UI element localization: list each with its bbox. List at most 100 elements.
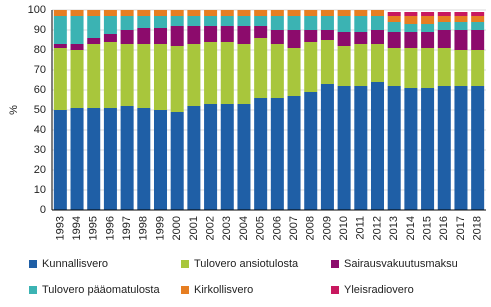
bar-segment (204, 10, 218, 16)
x-tick-label: 2015 (421, 216, 433, 240)
bar-segment (471, 16, 485, 22)
y-tick-label: 80 (34, 44, 46, 56)
y-tick-label: 90 (34, 24, 46, 36)
bar-segment (270, 10, 284, 16)
bar-segment (270, 16, 284, 30)
bar-segment (437, 22, 451, 30)
x-tick-label: 2017 (455, 216, 467, 240)
bar-segment (404, 16, 418, 24)
x-tick-label: 1994 (71, 216, 83, 240)
bar-segment (404, 88, 418, 210)
bar-segment (337, 86, 351, 210)
bar-segment (237, 26, 251, 44)
bar-segment (87, 10, 101, 16)
bar-segment (137, 10, 151, 16)
bar-segment (153, 44, 168, 110)
bar-segment (103, 42, 117, 108)
bar-segment (237, 10, 251, 16)
bar-segment (337, 46, 351, 86)
x-tick-label: 2014 (405, 216, 417, 240)
x-tick-label: 2013 (388, 216, 400, 240)
y-tick-label: 100 (28, 4, 46, 16)
bar-segment (120, 16, 134, 30)
bar-segment (387, 32, 401, 48)
x-tick-label: 1996 (104, 216, 116, 240)
bar-segment (320, 16, 334, 30)
x-tick-label: 2002 (204, 216, 216, 240)
bar-segment (471, 50, 485, 86)
bar-segment (170, 16, 184, 26)
bar-segment (454, 16, 468, 22)
legend-label: Tulovero ansiotulosta (194, 258, 299, 270)
bar-segment (170, 26, 184, 46)
bar-segment (103, 16, 117, 34)
bar-segment (337, 32, 351, 46)
bar-segment (53, 110, 67, 210)
bar-segment (370, 30, 385, 44)
bar-segment (287, 96, 301, 210)
bar-segment (220, 42, 234, 104)
bar-segment (187, 26, 201, 44)
bar-segment (304, 16, 318, 30)
bar-segment (120, 30, 134, 44)
bar-segment (153, 28, 168, 44)
y-tick-label: 70 (34, 64, 46, 76)
bar-segment (437, 48, 451, 86)
bar-segment (254, 38, 268, 98)
legend-label: Tulovero pääomatulosta (42, 284, 160, 296)
bar-segment (421, 48, 435, 88)
bar-segment (304, 30, 318, 42)
x-tick-label: 2010 (338, 216, 350, 240)
bar-segment (170, 10, 184, 16)
bar-segment (454, 30, 468, 50)
legend-swatch (331, 260, 339, 268)
bar-segment (454, 22, 468, 30)
bar-segment (220, 104, 234, 210)
bar-segment (454, 12, 468, 16)
bar-segment (187, 10, 201, 16)
bar-segment (421, 88, 435, 210)
bar-segment (87, 16, 101, 38)
x-tick-label: 2006 (271, 216, 283, 240)
bar-segment (320, 84, 334, 210)
bar-segment (370, 82, 385, 210)
y-tick-label: 30 (34, 144, 46, 156)
bar-segment (304, 42, 318, 92)
bar-segment (387, 16, 401, 22)
bar-segment (103, 108, 117, 210)
bar-segment (137, 108, 151, 210)
x-tick-label: 1997 (121, 216, 133, 240)
legend-swatch (29, 286, 37, 294)
x-tick-label: 2008 (305, 216, 317, 240)
legend-label: Sairausvakuutusmaksu (344, 258, 458, 270)
bar-segment (170, 112, 184, 210)
bar-segment (437, 30, 451, 48)
bar-segment (387, 12, 401, 16)
bar-segment (153, 16, 168, 28)
bar-segment (421, 32, 435, 48)
bar-segment (87, 44, 101, 108)
bar-segment (53, 48, 67, 110)
bar-segment (153, 10, 168, 16)
bar-segment (187, 44, 201, 106)
y-tick-label: 10 (34, 184, 46, 196)
bar-segment (70, 10, 84, 16)
bar-segment (220, 26, 234, 42)
bar-segment (304, 92, 318, 210)
legend-swatch (331, 286, 339, 294)
bar-segment (421, 12, 435, 16)
bar-segment (404, 48, 418, 88)
bar-segment (237, 16, 251, 26)
bar-segment (220, 10, 234, 16)
bar-segment (471, 22, 485, 30)
bar-segment (254, 10, 268, 16)
x-tick-label: 2001 (188, 216, 200, 240)
bar-segment (421, 16, 435, 24)
bar-segment (337, 16, 351, 32)
y-axis-label: % (8, 105, 20, 115)
bar-segment (70, 44, 84, 50)
y-tick-label: 0 (40, 204, 46, 216)
y-tick-label: 20 (34, 164, 46, 176)
bar-segment (287, 30, 301, 48)
